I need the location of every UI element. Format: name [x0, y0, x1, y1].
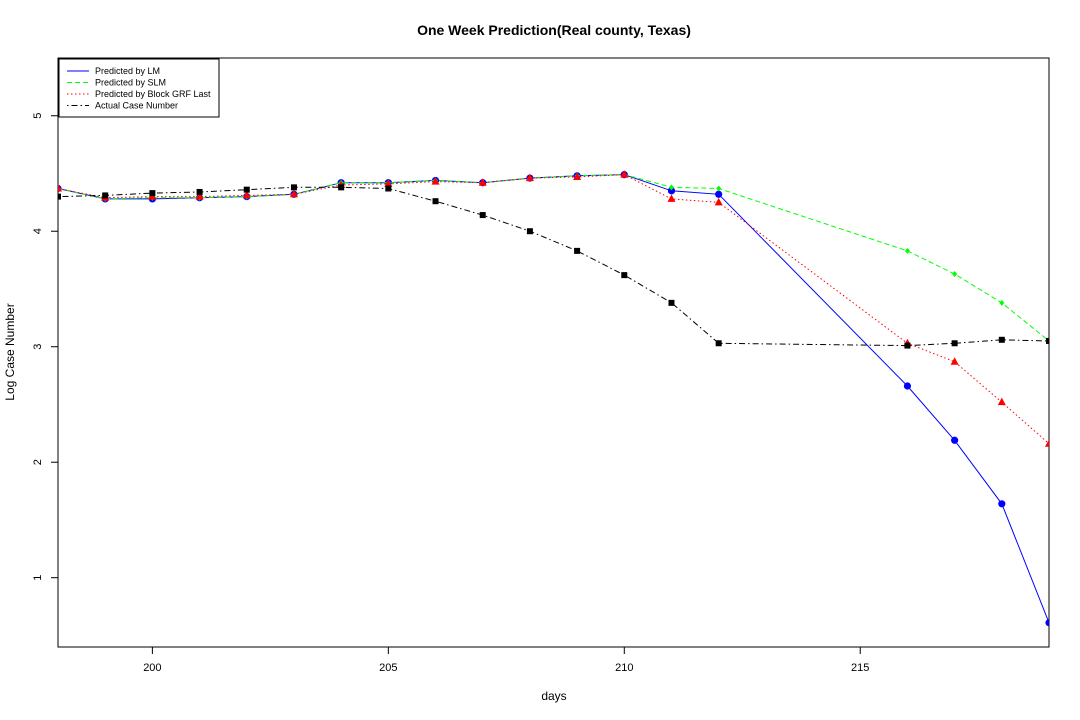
predicted-by-slm-point [904, 247, 910, 254]
predicted-by-block-grf-last-point [242, 190, 251, 199]
y-tick-label: 4 [32, 228, 44, 234]
actual-case-number-point [196, 188, 203, 195]
predicted-by-slm-point [999, 299, 1005, 306]
predicted-by-slm-point [668, 184, 674, 191]
predicted-by-lm-point [715, 190, 723, 198]
x-tick-label: 215 [851, 662, 869, 674]
legend-label-predicted-by-slm: Predicted by SLM [95, 78, 166, 88]
actual-case-number-point [668, 299, 675, 306]
series-actual-case-number [58, 184, 1049, 349]
actual-case-number-point [715, 340, 722, 347]
actual-case-number-point [290, 184, 297, 191]
predicted-by-lm-point [951, 436, 959, 444]
predicted-by-block-grf-last-point [384, 179, 393, 187]
legend-label-predicted-by-lm: Predicted by LM [95, 66, 160, 76]
predicted-by-block-grf-last-point [431, 177, 440, 185]
predicted-by-slm-point [716, 185, 722, 192]
predicted-by-block-grf-last-point [667, 194, 676, 202]
actual-case-number-point [621, 272, 628, 279]
plot-frame [57, 57, 1050, 648]
chart-title: One Week Prediction(Real county, Texas) [417, 22, 691, 38]
predicted-by-block-grf-last-point [525, 173, 534, 182]
series-line-actual-case-number [58, 186, 1049, 347]
predicted-by-block-grf-last-point [289, 189, 298, 198]
legend-box [58, 58, 220, 118]
predicted-by-block-grf-last-point [573, 172, 582, 180]
series-predicted-by-block-grf-last [58, 170, 1049, 447]
y-tick-label: 2 [32, 459, 44, 465]
x-axis-label: days [541, 689, 566, 703]
y-axis-label: Log Case Number [3, 303, 17, 400]
actual-case-number-point [149, 190, 156, 197]
predicted-by-lm-point [667, 187, 676, 195]
actual-case-number-point [904, 342, 911, 349]
y-axis: 1 2 3 4 5 [32, 113, 58, 581]
predicted-by-block-grf-last-point [195, 192, 204, 200]
predicted-by-block-grf-last-point [620, 170, 629, 178]
predicted-by-block-grf-last-point [1045, 439, 1049, 447]
actual-case-number-point [338, 184, 345, 191]
x-axis: 200 205 210 215 [143, 647, 869, 674]
predicted-by-block-grf-last-point [950, 357, 959, 365]
x-tick-label: 205 [379, 662, 397, 674]
actual-case-number-point [432, 198, 439, 205]
predicted-by-block-grf-last-point [478, 178, 487, 186]
series-predicted-by-slm [58, 171, 1049, 344]
x-tick-label: 200 [143, 662, 161, 674]
series-predicted-by-lm [58, 171, 1049, 627]
series-line-predicted-by-block-grf-last [58, 174, 1049, 445]
actual-case-number-point [58, 193, 61, 200]
legend-label-actual-case-number: Actual Case Number [95, 101, 178, 111]
actual-case-number-point [243, 186, 250, 193]
series-line-predicted-by-slm [58, 174, 1049, 342]
actual-case-number-point [951, 340, 958, 347]
x-tick-label: 210 [615, 662, 633, 674]
predicted-by-block-grf-last-point [58, 184, 62, 192]
y-tick-label: 5 [32, 113, 44, 119]
legend: Predicted by LM Predicted by SLMPredicted… [58, 58, 220, 118]
actual-case-number-point [574, 247, 581, 254]
actual-case-number-point [479, 212, 486, 219]
actual-case-number-point [385, 185, 392, 192]
actual-case-number-point [1046, 337, 1049, 344]
actual-case-number-point [998, 336, 1005, 343]
predicted-by-lm-point [903, 382, 912, 390]
legend-label-predicted-by-block-grf-last: Predicted by Block GRF Last [95, 89, 211, 99]
predicted-by-lm-point [1045, 619, 1049, 627]
actual-case-number-point [102, 192, 109, 199]
actual-case-number-point [526, 228, 533, 235]
predicted-by-block-grf-last-point [997, 397, 1006, 406]
predicted-by-lm-point [998, 500, 1006, 508]
series-layer [58, 170, 1049, 627]
predicted-by-slm-point [952, 270, 958, 277]
y-tick-label: 1 [32, 575, 44, 581]
series-line-predicted-by-lm [58, 174, 1049, 623]
y-tick-label: 3 [32, 344, 44, 350]
predicted-by-block-grf-last-point [714, 197, 723, 206]
